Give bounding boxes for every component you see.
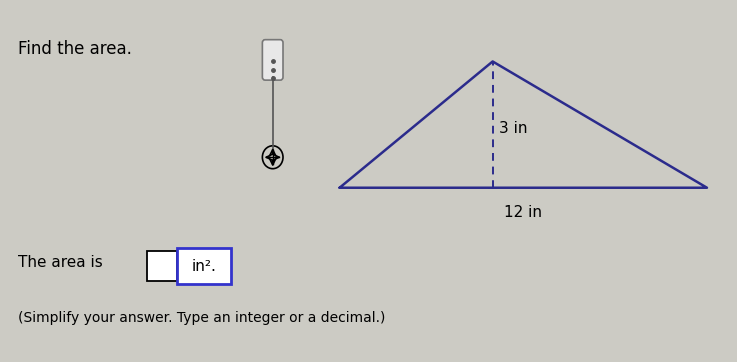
Text: (Simplify your answer. Type an integer or a decimal.): (Simplify your answer. Type an integer o… [18, 311, 385, 325]
Text: Find the area.: Find the area. [18, 40, 132, 58]
FancyBboxPatch shape [147, 251, 177, 281]
FancyBboxPatch shape [177, 248, 231, 284]
FancyBboxPatch shape [262, 40, 283, 80]
Text: 12 in: 12 in [504, 205, 542, 220]
Text: in².: in². [192, 259, 217, 274]
Text: 3 in: 3 in [499, 121, 527, 136]
Text: The area is: The area is [18, 255, 102, 270]
